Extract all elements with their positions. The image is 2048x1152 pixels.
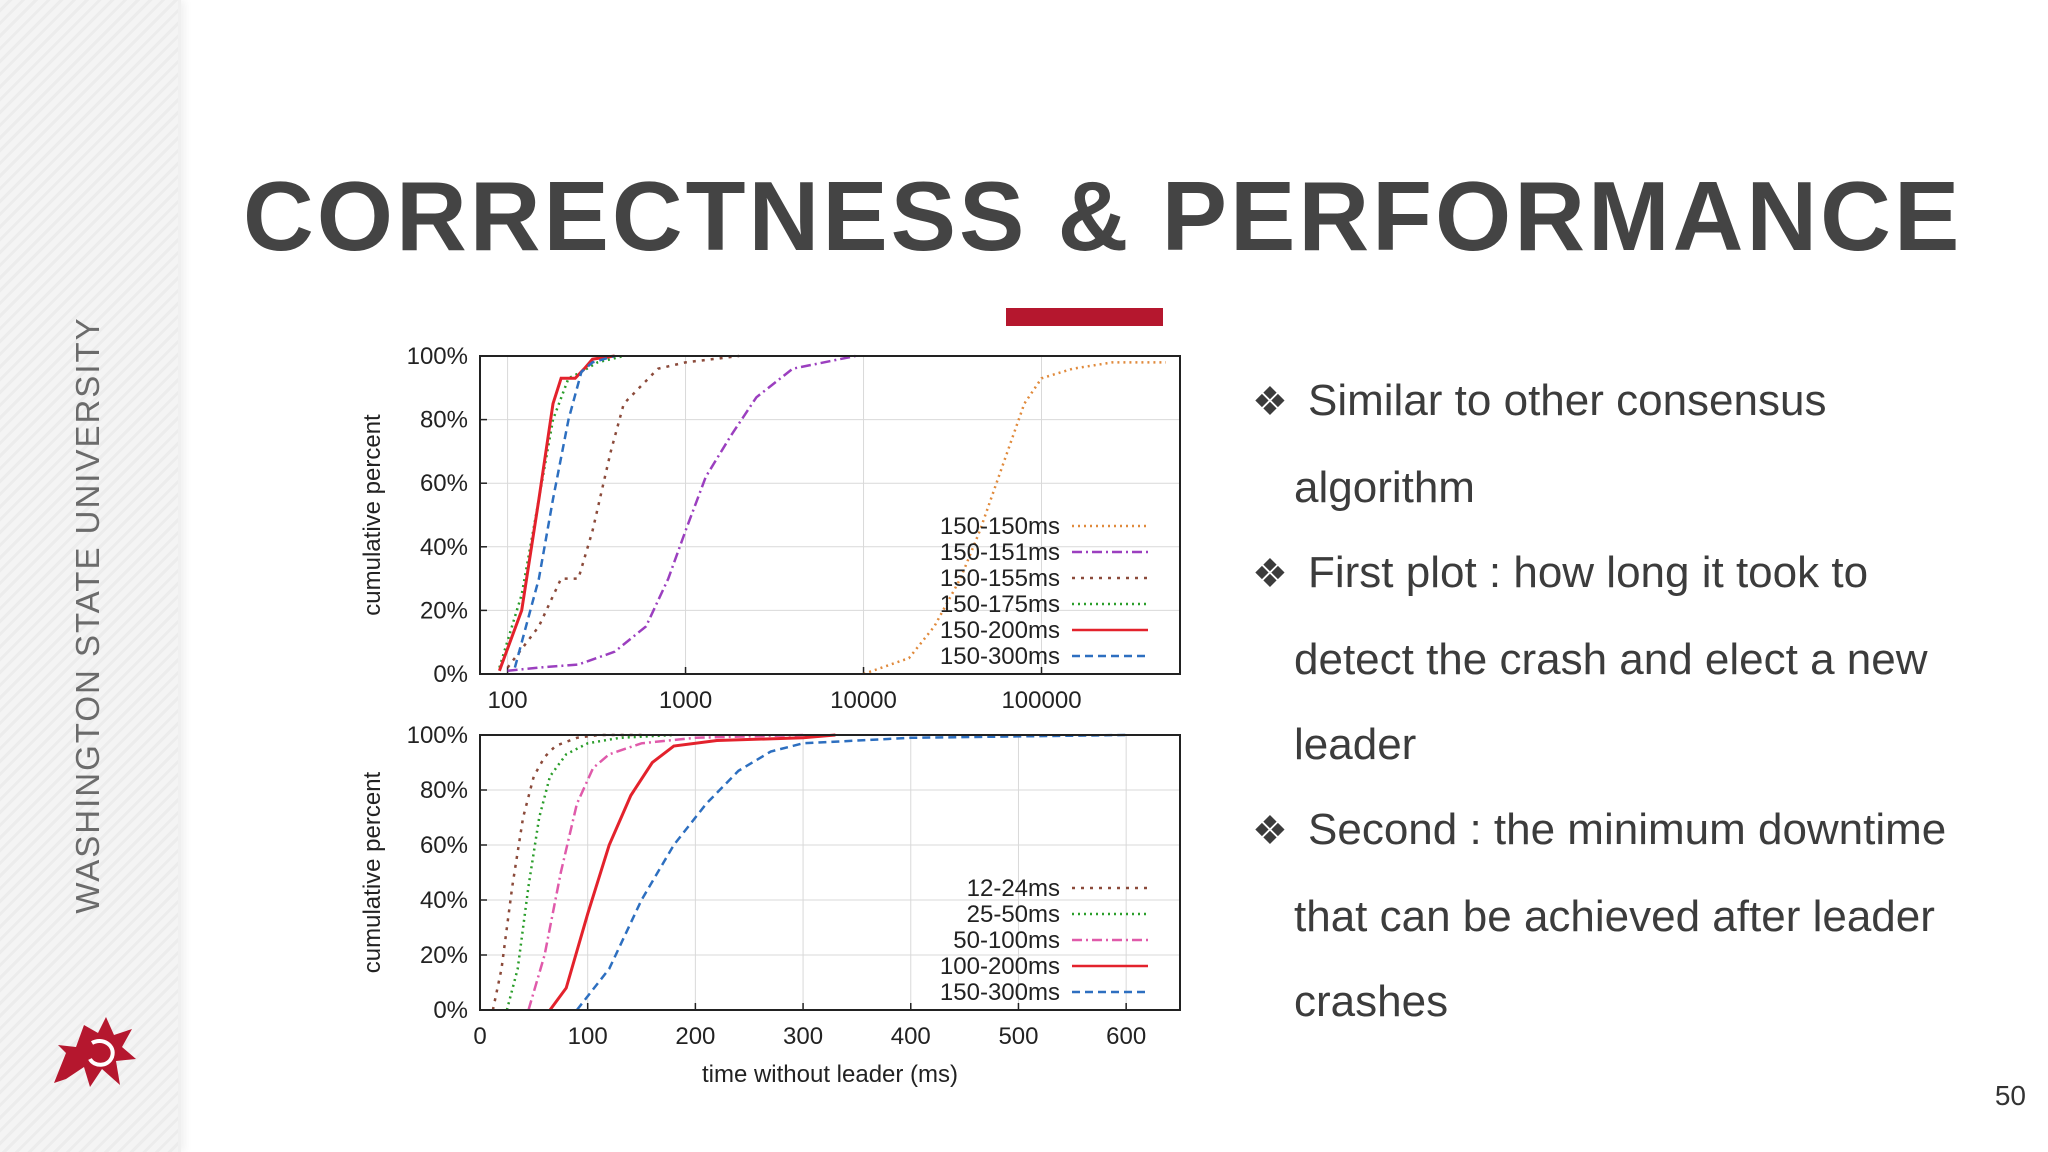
y-axis-label: cumulative percent	[359, 414, 386, 616]
x-tick-label: 400	[891, 1023, 931, 1050]
legend-label: 150-150ms	[940, 513, 1060, 540]
x-tick-label: 0	[473, 1023, 486, 1050]
legend-label: 150-300ms	[940, 979, 1060, 1006]
y-tick-label: 0%	[433, 661, 468, 688]
bullet-item: ❖ First plot : how long it took to detect…	[1252, 530, 2012, 787]
plot-frame	[479, 734, 1181, 1011]
legend-label: 150-151ms	[940, 539, 1060, 566]
legend-label: 25-50ms	[967, 901, 1060, 928]
legend-label: 150-200ms	[940, 617, 1060, 644]
y-tick-label: 60%	[420, 470, 468, 497]
bullet-text: algorithm	[1294, 463, 1475, 512]
series-line	[506, 354, 740, 669]
chart-election-time: 0% 20% 40% 60% 80% 100% 100 1000 10000 100000 150-…	[359, 343, 1181, 714]
four-diamond-bullet-icon: ❖	[1252, 809, 1288, 853]
x-tick-label: 100	[568, 1023, 608, 1050]
legend-label: 150-300ms	[940, 643, 1060, 670]
y-axis-label: cumulative percent	[359, 771, 386, 973]
legend-label: 150-175ms	[940, 591, 1060, 618]
bullet-list: ❖ Similar to other consensus algorithm ❖ F…	[1252, 358, 2012, 1044]
slide-title: CORRECTNESS & PERFORMANCE	[243, 161, 1963, 271]
x-tick-label: 200	[675, 1023, 715, 1050]
bullet-text: Second : the minimum downtime	[1308, 805, 1947, 854]
plot-frame	[479, 355, 1181, 675]
y-tick-label: 20%	[420, 597, 468, 624]
y-tick-label: 100%	[407, 343, 468, 370]
wsu-cougar-logo-icon	[54, 1017, 136, 1087]
y-tick-label: 100%	[407, 722, 468, 749]
x-tick-label: 100	[488, 687, 528, 714]
bullet-text: First plot : how long it took to	[1308, 548, 1869, 597]
y-tick-label: 40%	[420, 534, 468, 561]
plot-background	[480, 356, 1180, 674]
x-axis-label: time without leader (ms)	[702, 1061, 958, 1088]
plot-background	[480, 735, 1180, 1010]
bullet-text: detect the crash and elect a new	[1294, 635, 1928, 684]
legend-label: 100-200ms	[940, 953, 1060, 980]
y-tick-label: 80%	[420, 777, 468, 804]
x-tick-label: 600	[1106, 1023, 1146, 1050]
y-tick-label: 80%	[420, 407, 468, 434]
series-line	[527, 733, 804, 1011]
chart-downtime: 0% 20% 40% 60% 80% 100% 0 100 200 300 400 500 600 12-…	[359, 722, 1181, 1088]
x-tick-label: 300	[783, 1023, 823, 1050]
charts-area: 0%20%40%60%80%100%100 1000 10000 100000150-…	[359, 343, 1181, 1088]
x-tick-label: 500	[998, 1023, 1038, 1050]
y-tick-label: 60%	[420, 832, 468, 859]
y-tick-label: 0%	[433, 997, 468, 1024]
page-number: 50	[1994, 1080, 2026, 1111]
series-line	[491, 733, 642, 1011]
series-line	[507, 354, 856, 673]
x-tick-label: 100000	[1001, 687, 1081, 714]
university-name: WASHINGTON STATE UNIVERSITY	[69, 316, 106, 914]
bullet-item: ❖ Second : the minimum downtime that can …	[1252, 787, 2012, 1044]
four-diamond-bullet-icon: ❖	[1252, 380, 1288, 424]
y-tick-label: 20%	[420, 942, 468, 969]
series-line	[497, 354, 615, 672]
bullet-text: that can be achieved after leader	[1294, 892, 1935, 941]
bullet-text: crashes	[1294, 977, 1449, 1026]
x-tick-label: 1000	[659, 687, 712, 714]
y-tick-label: 40%	[420, 887, 468, 914]
legend-label: 150-155ms	[940, 565, 1060, 592]
series-line	[548, 733, 836, 1011]
legend-label: 12-24ms	[967, 875, 1060, 902]
bullet-item: ❖ Similar to other consensus algorithm	[1252, 358, 2012, 530]
bullet-text: Similar to other consensus	[1308, 376, 1827, 425]
series-line	[513, 354, 616, 668]
bullet-text: leader	[1294, 720, 1417, 769]
legend-label: 50-100ms	[953, 927, 1060, 954]
four-diamond-bullet-icon: ❖	[1252, 552, 1288, 596]
series-line	[498, 354, 625, 668]
x-tick-label: 10000	[830, 687, 897, 714]
title-accent-bar	[1006, 308, 1163, 326]
sidebar-panel: WASHINGTON STATE UNIVERSITY	[0, 0, 181, 1152]
series-line	[575, 733, 1127, 1011]
